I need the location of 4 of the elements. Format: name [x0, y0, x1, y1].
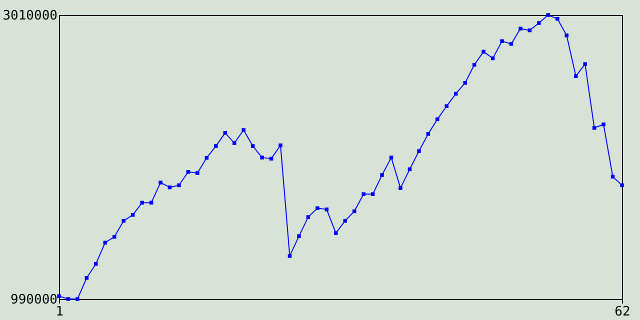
y-tick-label: 3010000 — [2, 8, 58, 24]
x-tick-label: 62 — [614, 304, 630, 320]
x-tick-label: 1 — [56, 304, 64, 320]
y-tick-label: 990000 — [10, 292, 58, 308]
